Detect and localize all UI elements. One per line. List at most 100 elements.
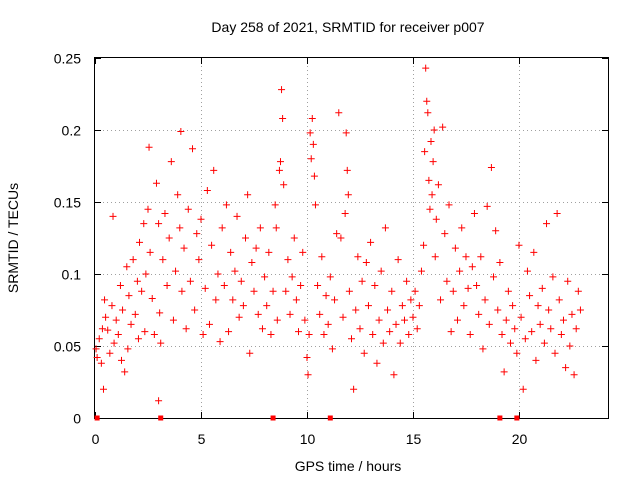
data-point [415,302,423,310]
data-point [97,359,105,367]
data-point [125,292,133,300]
zero-marker [94,415,100,421]
data-point [496,258,504,266]
data-point [93,354,101,362]
data-point [494,306,502,314]
data-point [466,330,474,338]
data-point [299,248,307,256]
zero-markers [94,415,520,421]
data-point [231,267,239,275]
data-point [308,114,316,122]
data-point [536,320,544,328]
data-point [121,368,129,376]
data-point [189,145,197,153]
data-point [282,287,290,295]
data-point [396,339,404,347]
data-point [375,316,383,324]
data-point [386,328,394,336]
data-point [161,210,169,218]
data-point [216,338,224,346]
data-point [430,126,438,134]
data-point [256,224,264,232]
data-point [148,294,156,302]
x-tick-label: 5 [198,431,206,447]
data-point [322,292,330,300]
data-point [129,256,137,264]
data-point [163,282,171,290]
data-point [407,296,415,304]
data-point [417,267,425,275]
data-point [377,267,385,275]
data-point [517,313,525,321]
data-point [280,181,288,189]
data-point [275,166,283,174]
data-point [119,306,127,314]
data-point [318,253,326,261]
data-point [127,320,135,328]
data-point [335,109,343,117]
x-axis-label: GPS time / hours [295,458,402,474]
data-point [506,339,514,347]
data-point [167,158,175,166]
y-tick-label: 0.05 [54,339,81,355]
x-tick-label: 15 [406,431,422,447]
data-point [343,166,351,174]
data-point [411,287,419,295]
data-point [451,244,459,252]
data-point [258,325,266,333]
data-point [431,253,439,261]
data-point [265,248,273,256]
data-point [146,248,154,256]
data-point [279,114,287,122]
data-point [443,277,451,285]
data-point [453,316,461,324]
data-point [526,292,534,300]
data-point [333,230,341,238]
data-point [169,316,177,324]
data-point [434,181,442,189]
data-point [551,349,559,357]
data-point [303,354,311,362]
y-tick-label: 0.2 [62,123,82,139]
data-point [225,328,233,336]
data-point [425,176,433,184]
data-point [242,234,250,242]
data-point [424,109,432,117]
data-point [150,330,158,338]
data-point [545,306,553,314]
data-point [400,316,408,324]
data-point [136,238,144,246]
data-point [305,330,313,338]
data-point [112,316,120,324]
data-point [92,345,100,353]
data-point [131,310,139,318]
data-point [515,241,523,249]
data-point [487,163,495,171]
data-point [439,123,447,131]
y-axis-label: SRMTID / TECUs [5,183,21,293]
data-point [427,138,435,146]
data-point [534,302,542,310]
data-point [429,158,437,166]
data-point [177,127,185,135]
data-point [426,205,434,213]
data-point [464,284,472,292]
data-point [176,224,184,232]
data-point [367,238,375,246]
data-point [104,326,112,334]
y-tick-label: 0 [73,411,81,427]
data-point [379,339,387,347]
data-point [460,302,468,310]
data-point [456,267,464,275]
data-point [320,330,328,338]
data-point [562,364,570,372]
data-point [307,155,315,163]
data-point [437,296,445,304]
data-point [381,224,389,232]
data-point [344,191,352,199]
data-point [521,335,529,343]
data-point [233,212,241,220]
data-point [511,325,519,333]
data-point [182,325,190,333]
